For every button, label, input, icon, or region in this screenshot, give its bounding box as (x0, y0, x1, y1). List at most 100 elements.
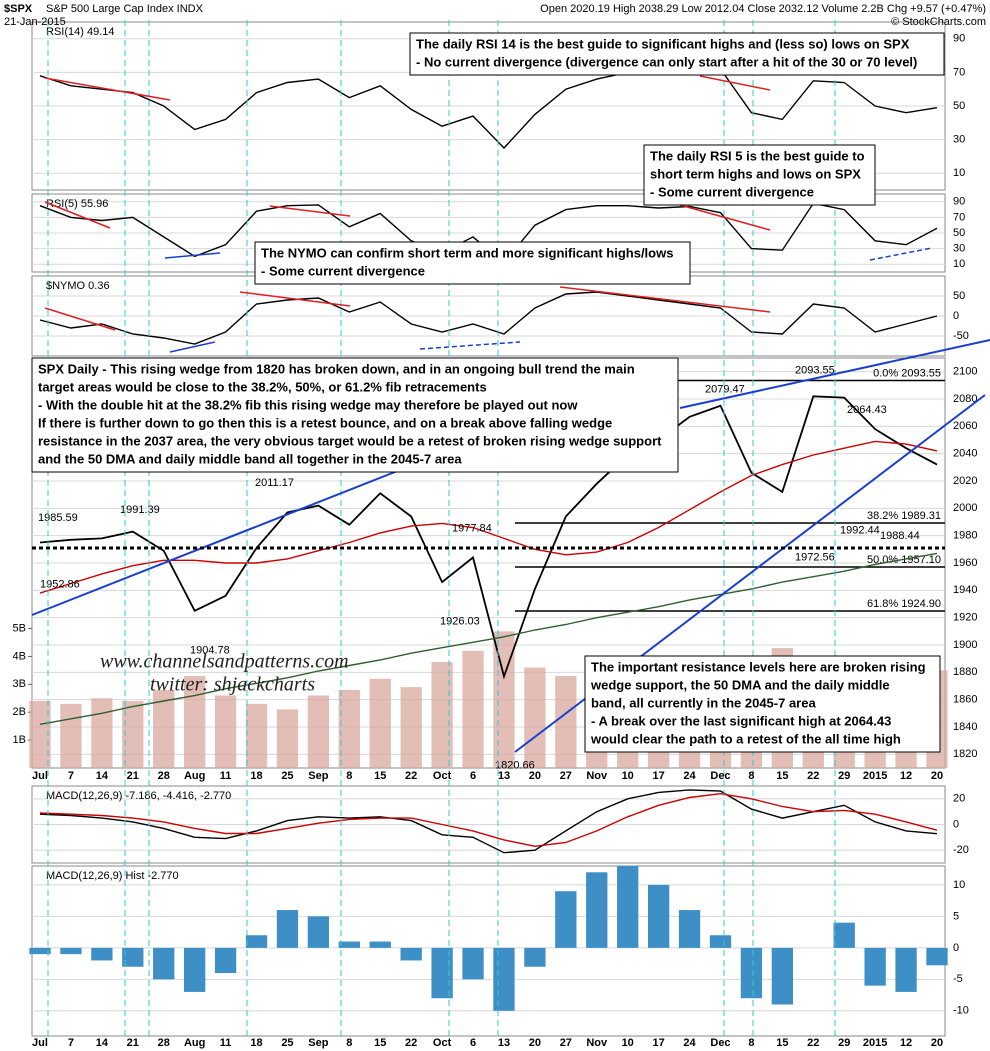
y2-tick-label: 1B (13, 734, 26, 746)
volume-bar (369, 678, 391, 768)
y-tick-label: 70 (953, 66, 965, 78)
arrow (169, 341, 216, 353)
histogram-bar (462, 947, 484, 980)
arrow (44, 77, 171, 101)
y-tick-label: 30 (953, 243, 965, 255)
text-box: The important resistance levels here are… (584, 655, 941, 753)
x-tick-label: 7 (68, 1037, 74, 1049)
y-tick-label: 1860 (953, 694, 977, 706)
quote: Open 2020.19 High 2038.29 Low 2012.04 Cl… (540, 3, 986, 15)
volume-bar (431, 662, 453, 768)
price-label: 2079.47 (705, 384, 745, 396)
y-tick-label: 2000 (953, 502, 977, 514)
wedge-line (679, 339, 990, 409)
x-tick-label: 11 (220, 1037, 232, 1049)
histogram-bar (555, 891, 577, 948)
arrow (239, 291, 351, 307)
y2-tick-label: 2B (13, 706, 26, 718)
y-tick-label: 1940 (953, 584, 977, 596)
volume-bar (338, 689, 360, 768)
volume-bar (493, 631, 515, 768)
y-tick-label: 1900 (953, 639, 977, 651)
x-tick-label: 24 (683, 1037, 696, 1049)
y-tick-label: 90 (953, 196, 965, 208)
text-box-frame (254, 241, 691, 285)
x-tick-label: 12 (900, 1037, 912, 1049)
x-tick-label: Jul (32, 770, 48, 782)
x-tick-label: 10 (622, 1037, 634, 1049)
watermark: twitter: shjackcharts (150, 674, 315, 696)
y-tick-label: 1980 (953, 530, 977, 542)
x-tick-label: 24 (683, 770, 696, 782)
series-line (39, 789, 938, 854)
x-tick-label: 20 (931, 770, 943, 782)
price-label: 2011.17 (255, 477, 294, 489)
x-tick-label: 27 (560, 1037, 572, 1049)
fib-label: 0.0% 2093.55 (873, 367, 941, 379)
y-tick-label: 50 (953, 227, 965, 239)
y-tick-label: 2020 (953, 475, 977, 487)
y-tick-label: 10 (953, 258, 965, 270)
panel: 10 30 50 70 90 RSI(14) 49.14 (32, 26, 965, 179)
volume-bar (400, 687, 422, 768)
text-box-frame (31, 357, 679, 473)
panel-title: $NYMO 0.36 (46, 280, 110, 292)
price-label: 1991.39 (120, 504, 160, 516)
text-box-line: resistance in the 2037 area, the very ob… (38, 433, 662, 448)
text-box-line: The NYMO can confirm short term and more… (261, 245, 673, 260)
x-tick-label: 10 (622, 770, 634, 782)
price-label: 2093.55 (795, 364, 835, 376)
x-tick-label: 29 (838, 770, 850, 782)
arrow (419, 341, 521, 350)
x-tick-label: 12 (900, 770, 912, 782)
y-tick-label: 90 (953, 33, 965, 45)
histogram-bar (926, 947, 948, 966)
histogram-bar (60, 947, 82, 955)
histogram-bar (524, 947, 546, 967)
y-tick-label: -10 (953, 1005, 969, 1017)
chart-date: 21-Jan-2015 (4, 16, 66, 28)
histogram-bar (678, 910, 701, 948)
y-tick-label: 10 (953, 879, 965, 891)
y-tick-label: 70 (953, 211, 965, 223)
histogram-bar (245, 935, 268, 948)
text-box-line: short term highs and lows on SPX (650, 166, 861, 181)
histogram-bar (369, 941, 391, 948)
x-tick-label: 25 (281, 770, 293, 782)
y-tick-label: 2040 (953, 448, 977, 460)
price-label: 2064.43 (847, 404, 887, 416)
arrow (559, 286, 771, 313)
text-box: The NYMO can confirm short term and more… (254, 241, 691, 285)
y-tick-label: 2060 (953, 420, 977, 432)
text-box-frame (643, 144, 876, 206)
volume-bar (214, 695, 237, 768)
symbol: $SPX (4, 3, 33, 15)
index-name: S&P 500 Large Cap Index INDX (46, 3, 204, 15)
price-label: 1977.84 (452, 523, 492, 535)
histogram-bar (400, 947, 422, 961)
text-box-line: - Some current divergence (261, 263, 425, 278)
histogram-bar (122, 947, 144, 967)
x-tick-label: 15 (374, 770, 386, 782)
divergence-arrows (44, 75, 771, 331)
x-tick-label: 2015 (863, 1037, 887, 1049)
price-label: 1972.56 (795, 552, 835, 564)
volume-bar (245, 703, 268, 768)
x-tick-label: 15 (374, 1037, 386, 1049)
series-line (39, 552, 938, 725)
arrow (269, 205, 351, 217)
arrow (679, 204, 771, 231)
text-box-line: - Some current divergence (650, 184, 814, 199)
arrow (44, 307, 116, 331)
x-tick-label: 22 (807, 770, 819, 782)
panel: -20 0 20 MACD(12,26,9) -7.186, -4.416, -2.7… (32, 789, 969, 856)
x-tick-label: Sep (308, 770, 328, 782)
y-tick-label: 1880 (953, 666, 977, 678)
panel-title: RSI(14) 49.14 (46, 26, 114, 38)
arrow (699, 75, 771, 91)
y-tick-label: 2080 (953, 393, 977, 405)
fib-label: 61.8% 1924.90 (867, 598, 941, 610)
x-tick-label: 29 (838, 1037, 850, 1049)
y-tick-label: 50 (953, 100, 965, 112)
price-label: 1952.86 (40, 579, 80, 591)
